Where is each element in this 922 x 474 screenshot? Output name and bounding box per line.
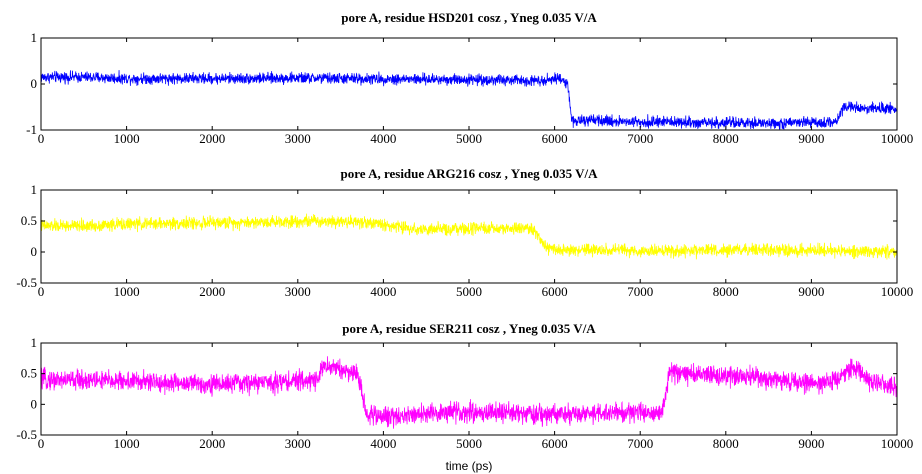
x-tick-label: 6000 <box>542 131 568 146</box>
x-tick-label: 8000 <box>713 131 739 146</box>
y-tick-label: 1 <box>31 30 38 45</box>
x-tick-label: 5000 <box>456 436 482 451</box>
x-tick-label: 3000 <box>285 436 311 451</box>
x-tick-label: 2000 <box>199 131 225 146</box>
series-line <box>41 70 897 130</box>
x-tick-label: 9000 <box>798 436 824 451</box>
series-line <box>41 213 897 260</box>
x-tick-label: 4000 <box>370 436 396 451</box>
plot-area <box>41 190 897 283</box>
x-tick-label: 1000 <box>114 131 140 146</box>
x-tick-label: 8000 <box>713 284 739 299</box>
chart-title: pore A, residue HSD201 cosz , Yneg 0.035… <box>341 10 597 25</box>
y-tick-label: 0 <box>31 76 38 91</box>
y-tick-label: 1 <box>31 182 38 197</box>
y-tick-label: -0.5 <box>16 427 37 442</box>
x-tick-label: 4000 <box>370 131 396 146</box>
x-tick-label: 3000 <box>285 131 311 146</box>
x-tick-label: 4000 <box>370 284 396 299</box>
x-tick-label: 0 <box>38 131 45 146</box>
chart-title: pore A, residue SER211 cosz , Yneg 0.035… <box>342 321 596 336</box>
subplot-arg216: pore A, residue ARG216 cosz , Yneg 0.035… <box>16 166 913 299</box>
y-tick-label: 0.5 <box>21 366 37 381</box>
x-tick-label: 9000 <box>798 284 824 299</box>
x-axis-label: time (ps) <box>446 459 493 473</box>
x-tick-label: 10000 <box>881 284 914 299</box>
x-tick-label: 8000 <box>713 436 739 451</box>
x-tick-label: 9000 <box>798 131 824 146</box>
x-tick-label: 6000 <box>542 284 568 299</box>
y-tick-label: 0.5 <box>21 213 37 228</box>
y-tick-label: 1 <box>31 335 38 350</box>
chart-title: pore A, residue ARG216 cosz , Yneg 0.035… <box>341 166 599 181</box>
y-tick-label: -1 <box>26 122 37 137</box>
subplot-ser211: pore A, residue SER211 cosz , Yneg 0.035… <box>16 321 913 451</box>
x-tick-label: 1000 <box>114 284 140 299</box>
y-tick-label: 0 <box>31 396 38 411</box>
x-tick-label: 0 <box>38 284 45 299</box>
x-tick-label: 5000 <box>456 131 482 146</box>
subplot-hsd201: pore A, residue HSD201 cosz , Yneg 0.035… <box>26 10 913 146</box>
x-tick-label: 6000 <box>542 436 568 451</box>
x-tick-label: 7000 <box>627 284 653 299</box>
series-line <box>41 356 897 429</box>
x-tick-label: 7000 <box>627 436 653 451</box>
x-tick-label: 0 <box>38 436 45 451</box>
x-tick-label: 3000 <box>285 284 311 299</box>
x-tick-label: 10000 <box>881 131 914 146</box>
x-tick-label: 7000 <box>627 131 653 146</box>
x-tick-label: 5000 <box>456 284 482 299</box>
x-tick-label: 2000 <box>199 284 225 299</box>
y-tick-label: 0 <box>31 244 38 259</box>
x-tick-label: 2000 <box>199 436 225 451</box>
y-tick-label: -0.5 <box>16 275 37 290</box>
x-tick-label: 10000 <box>881 436 914 451</box>
x-tick-label: 1000 <box>114 436 140 451</box>
